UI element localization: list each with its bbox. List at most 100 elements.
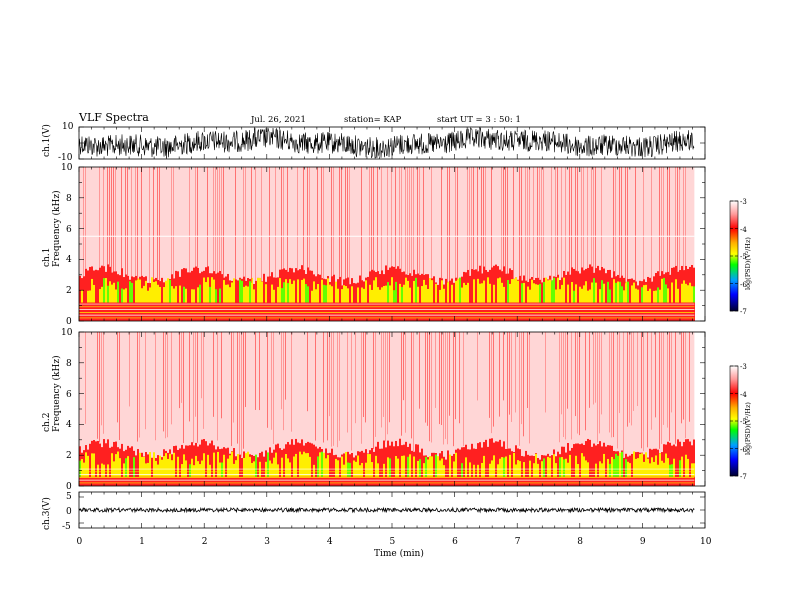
spectrogram-column	[135, 455, 137, 486]
spectrogram-column	[375, 455, 377, 477]
spectrogram-column	[681, 456, 683, 477]
spectrogram-column	[175, 286, 177, 303]
spectrogram-column	[417, 286, 419, 303]
spectrogram-column	[643, 285, 645, 303]
spectrogram-streak	[189, 332, 190, 422]
spectrogram-column	[475, 448, 477, 486]
spectrogram-column	[321, 451, 323, 477]
spectrogram-column	[535, 453, 537, 477]
spectrogram-column	[235, 279, 237, 321]
spectrogram-column	[557, 277, 559, 303]
spectrogram-column	[203, 277, 205, 303]
spectrogram-column	[259, 277, 261, 303]
spectrogram-column	[477, 464, 479, 477]
spectrogram-streak	[409, 167, 410, 274]
spectrogram-column	[383, 440, 385, 486]
spectrogram-streak	[157, 167, 158, 280]
spectrogram-column	[161, 459, 163, 477]
spectrogram-column	[227, 458, 229, 477]
spectrogram-column	[379, 289, 381, 303]
spectrogram-streak	[623, 332, 624, 458]
spectrogram-column	[383, 286, 385, 303]
spectrogram-streak	[321, 167, 322, 279]
x-tick-label: 0	[76, 537, 83, 547]
spectrogram-column	[401, 286, 403, 303]
spectrogram-streak	[179, 332, 180, 409]
spectrogram-column	[427, 459, 429, 477]
spectrogram-column	[109, 447, 111, 486]
spectrogram-streak	[197, 167, 198, 268]
spectrogram-column	[681, 283, 683, 303]
ch2-spec-ytick: 2	[66, 451, 72, 461]
spectrogram-column	[553, 454, 555, 477]
spectrogram-column	[607, 458, 609, 477]
spectrogram-column	[255, 280, 257, 321]
spectrogram-column	[657, 287, 659, 303]
spectrogram-streak	[591, 167, 592, 267]
spectrogram-column	[211, 440, 213, 486]
spectrogram-column	[533, 463, 535, 477]
spectrogram-column	[477, 443, 479, 486]
ch1-waveform	[78, 126, 695, 159]
ch3-waveform-ylabel: ch.3(V)	[42, 497, 52, 530]
spectrogram-column	[407, 280, 409, 303]
spectrogram-streak	[419, 332, 420, 409]
x-tick-label: 6	[452, 537, 458, 547]
spectrogram-column	[647, 290, 649, 303]
spectrogram-column	[693, 286, 695, 303]
spectrogram-streak	[541, 167, 542, 283]
spectrogram-column	[527, 454, 529, 486]
spectrogram-column	[503, 457, 505, 477]
spectrogram-streak	[135, 167, 136, 276]
spectrogram-column	[441, 280, 443, 303]
x-tick-label: 7	[514, 537, 521, 547]
spectrogram-column	[345, 286, 347, 303]
spectrogram-column	[267, 452, 269, 477]
spectrogram-streak	[255, 332, 256, 410]
spectrogram-column	[145, 463, 147, 477]
spectrogram-streak	[627, 332, 628, 427]
spectrogram-column	[639, 280, 641, 321]
spectrogram-column	[205, 282, 207, 303]
spectrogram-column	[387, 457, 389, 477]
spectrogram-column	[461, 463, 463, 477]
spectrogram-column	[415, 277, 417, 303]
spectrogram-column	[319, 452, 321, 477]
spectrogram-streak	[139, 332, 140, 438]
ch3-wave-ytick: 0	[66, 507, 72, 517]
spectrogram-column	[237, 280, 239, 321]
spectrogram-column	[343, 285, 345, 303]
spectrogram-column	[585, 281, 587, 303]
spectrogram-column	[201, 460, 203, 477]
spectrogram-column	[307, 453, 309, 477]
spectrogram-column	[567, 462, 569, 477]
spectrogram-column	[189, 272, 191, 321]
spectrogram-column	[503, 286, 505, 303]
spectrogram-column	[215, 449, 217, 486]
spectrogram-column	[691, 286, 693, 303]
spectrogram-column	[217, 451, 219, 477]
spectrogram-column	[229, 455, 231, 477]
spectrogram-streak	[477, 332, 478, 401]
spectrogram-streak	[619, 167, 620, 278]
spectrogram-column	[337, 460, 339, 477]
spectrogram-column	[663, 462, 665, 477]
ch3-wave-ytick: 5	[66, 492, 72, 502]
spectrogram-column	[393, 290, 395, 303]
spectrogram-streak	[329, 332, 330, 417]
spectrogram-column	[609, 289, 611, 303]
spectrogram-column	[641, 287, 643, 303]
spectrogram-column	[91, 278, 93, 303]
spectrogram-column	[511, 279, 513, 303]
spectrogram-column	[655, 455, 657, 477]
spectrogram-streak	[181, 332, 182, 403]
spectrogram-streak	[537, 167, 538, 278]
spectrogram-streak	[165, 332, 166, 439]
spectrogram-column	[177, 271, 179, 321]
spectrogram-streak	[145, 332, 146, 430]
colorbar-tick-label: -7	[740, 308, 747, 316]
spectrogram-column	[193, 465, 195, 477]
spectrogram-streak	[643, 167, 644, 280]
spectrogram-streak	[515, 332, 516, 413]
spectrogram-column	[213, 452, 215, 477]
